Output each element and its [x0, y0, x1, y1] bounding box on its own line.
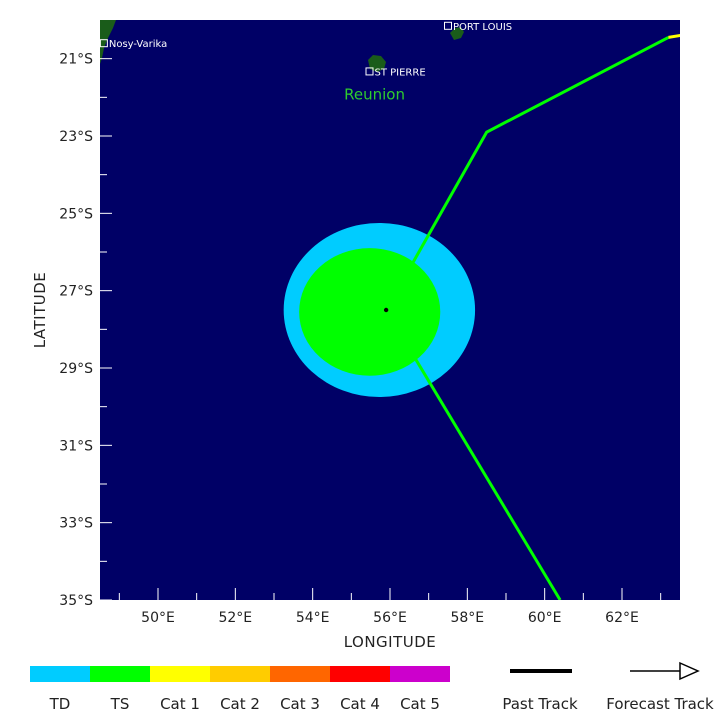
legend-swatch-cat-2: [210, 666, 270, 682]
region-label: Reunion: [344, 85, 405, 103]
region-labels-layer: Reunion: [344, 85, 405, 103]
y-tick-label: 33°S: [59, 516, 93, 532]
forecast-track-line: [384, 36, 670, 600]
madagascar-coast: [100, 20, 116, 64]
forecast-track-legend-arrow: [679, 661, 700, 681]
y-tick-label: 21°S: [59, 52, 93, 68]
map-layer: [100, 20, 680, 600]
y-tick-label: 29°S: [59, 361, 93, 377]
legend-label: TS: [110, 695, 130, 710]
past-track-legend-label: Past Track: [502, 695, 578, 710]
legend-label: Cat 4: [340, 695, 380, 710]
category-legend: TD TS Cat 1 Cat 2 Cat 3 Cat 4 Cat 5: [30, 666, 450, 710]
track-layer: [384, 33, 680, 600]
x-axis-ticks: 50°E 52°E 54°E 56°E 58°E 60°E 62°E: [118, 588, 662, 626]
y-tick-label: 25°S: [59, 206, 93, 222]
x-tick-label: 58°E: [450, 610, 484, 626]
place-marker: [99, 39, 108, 48]
place-label: Nosy-Varika: [109, 39, 167, 50]
track-tail-segment: [668, 33, 680, 39]
legend-swatch-cat-1: [150, 666, 210, 682]
legend-label: Cat 5: [400, 695, 440, 710]
legend-swatch-cat-4: [330, 666, 390, 682]
legend-label: Cat 1: [160, 695, 200, 710]
y-tick-label: 35°S: [59, 593, 93, 609]
place-marker: [365, 67, 374, 76]
places-layer: Nosy-Varika PORT LOUIS ST PIERRE: [99, 21, 512, 78]
x-tick-label: 52°E: [218, 610, 252, 626]
y-tick-label: 31°S: [59, 438, 93, 454]
wind-radii-layer: [283, 223, 476, 397]
x-axis-title: LONGITUDE: [344, 633, 437, 651]
legend-label: Cat 3: [280, 695, 320, 710]
mauritius-island: [450, 27, 464, 40]
legend-swatch-cat-5: [390, 666, 450, 682]
legend-swatch-cat-3: [270, 666, 330, 682]
storm-center-marker: [383, 307, 389, 313]
y-tick-label: 27°S: [59, 284, 93, 300]
x-tick-label: 56°E: [373, 610, 407, 626]
legend-label: Cat 2: [220, 695, 260, 710]
y-tick-label: 23°S: [59, 129, 93, 145]
legend-swatch-td: [30, 666, 90, 682]
legend-swatch-ts: [90, 666, 150, 682]
place-marker: [444, 21, 452, 30]
place-label: ST PIERRE: [375, 67, 426, 78]
y-axis-title: LATITUDE: [31, 272, 49, 349]
forecast-track-legend-label: Forecast Track: [606, 695, 714, 710]
x-tick-label: 60°E: [528, 610, 562, 626]
x-tick-label: 62°E: [605, 610, 639, 626]
wind-radius-ts: [299, 248, 441, 376]
legend-label: TD: [49, 695, 71, 710]
place-label: PORT LOUIS: [453, 22, 512, 33]
x-tick-label: 50°E: [141, 610, 175, 626]
y-axis-ticks: 21°S 23°S 25°S 27°S 29°S 31°S 33°S 35°S: [59, 52, 112, 609]
x-tick-label: 54°E: [296, 610, 330, 626]
